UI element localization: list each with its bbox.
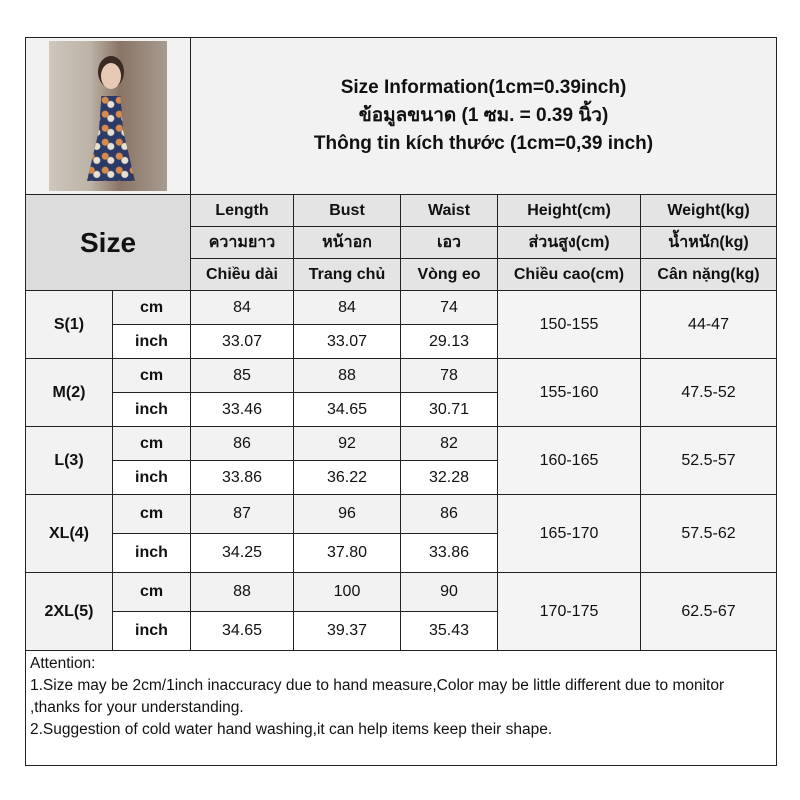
column-header: หน้าอก (293, 226, 401, 259)
size-label: 2XL(5) (25, 572, 113, 651)
weight-range: 52.5-57 (639, 426, 778, 495)
unit-inch: inch (112, 533, 191, 573)
size-label: XL(4) (25, 494, 113, 573)
height-range: 150-155 (497, 290, 641, 359)
product-photo (49, 41, 167, 191)
inch-value: 33.07 (190, 324, 294, 359)
column-header: Length (190, 194, 294, 227)
table-row: XL(4) cm 87 96 86 165-170 57.5-62 (25, 494, 778, 573)
cm-value: 96 (293, 494, 401, 534)
attention-line2: 2.Suggestion of cold water hand washing,… (30, 721, 553, 738)
cm-value: 92 (293, 426, 401, 461)
height-range: 170-175 (497, 572, 641, 651)
table-row: inch 33.86 36.22 32.28 (26, 460, 777, 495)
inch-value: 35.43 (400, 611, 498, 651)
height-range: 155-160 (497, 358, 641, 427)
header-row-th: ความยาว หน้าอก เอว ส่วนสูง(cm) น้ำหนัก(kg) (26, 226, 778, 259)
table-row: inch 33.07 33.07 29.13 (26, 324, 777, 359)
header-row-en: Size Length Bust Waist Height(cm) Weight(kg) (25, 194, 778, 291)
inch-value: 29.13 (400, 324, 498, 359)
size-label: S(1) (25, 290, 113, 359)
inch-value: 34.65 (190, 611, 294, 651)
table-row: inch 34.65 39.37 35.43 (26, 611, 777, 651)
size-label: M(2) (25, 358, 113, 427)
attention-heading: Attention: (30, 655, 96, 672)
cm-value: 90 (400, 572, 498, 612)
product-photo-cell (25, 37, 191, 195)
column-header: Waist (400, 194, 498, 227)
table-row: inch 34.25 37.80 33.86 (26, 533, 777, 573)
size-header: Size (25, 194, 191, 291)
inch-value: 36.22 (293, 460, 401, 495)
cm-value: 78 (400, 358, 498, 393)
unit-inch: inch (112, 392, 191, 427)
cm-value: 88 (190, 572, 294, 612)
column-header: เอว (400, 226, 498, 259)
inch-value: 32.28 (400, 460, 498, 495)
weight-range: 57.5-62 (639, 494, 778, 573)
weight-range: 62.5-67 (639, 572, 778, 651)
unit-cm: cm (112, 494, 191, 534)
table-row: S(1) cm 84 84 74 150-155 44-47 (25, 290, 778, 359)
title-en: Size Information(1cm=0.39inch) (340, 77, 627, 98)
unit-cm: cm (112, 358, 191, 393)
unit-inch: inch (112, 460, 191, 495)
size-label: L(3) (25, 426, 113, 495)
inch-value: 33.86 (400, 533, 498, 573)
title-vi: Thông tin kích thước (1cm=0,39 inch) (313, 133, 654, 154)
cm-value: 86 (190, 426, 294, 461)
weight-range: 44-47 (639, 290, 778, 359)
column-header: น้ำหนัก(kg) (639, 226, 778, 259)
column-header: Chiều dài (190, 258, 294, 291)
unit-cm: cm (112, 290, 191, 325)
column-header: ส่วนสูง(cm) (497, 226, 641, 259)
table-row: 2XL(5) cm 88 100 90 170-175 62.5-67 (25, 572, 778, 651)
column-header: Cân nặng(kg) (639, 258, 778, 291)
column-header: Weight(kg) (639, 194, 778, 227)
cm-value: 74 (400, 290, 498, 325)
cm-value: 86 (400, 494, 498, 534)
height-range: 165-170 (497, 494, 641, 573)
unit-cm: cm (112, 572, 191, 612)
cm-value: 85 (190, 358, 294, 393)
unit-inch: inch (112, 611, 191, 651)
column-header: Bust (293, 194, 401, 227)
table-row: M(2) cm 85 88 78 155-160 47.5-52 (25, 358, 778, 427)
weight-range: 47.5-52 (639, 358, 778, 427)
attention-notes: Attention: 1.Size may be 2cm/1inch inaccu… (24, 650, 778, 766)
height-range: 160-165 (497, 426, 641, 495)
title-th: ข้อมูลขนาด (1 ซม. = 0.39 นิ้ว) (358, 105, 609, 126)
cm-value: 84 (293, 290, 401, 325)
title-cell: Size Information(1cm=0.39inch) ข้อมูลขนา… (189, 37, 778, 195)
inch-value: 34.65 (293, 392, 401, 427)
column-header: Vòng eo (400, 258, 498, 291)
cm-value: 100 (293, 572, 401, 612)
unit-inch: inch (112, 324, 191, 359)
cm-value: 88 (293, 358, 401, 393)
size-chart-table: Size Information(1cm=0.39inch) ข้อมูลขนา… (24, 37, 778, 766)
inch-value: 33.46 (190, 392, 294, 427)
inch-value: 39.37 (293, 611, 401, 651)
inch-value: 34.25 (190, 533, 294, 573)
attention-line1: 1.Size may be 2cm/1inch inaccuracy due t… (30, 677, 725, 716)
cm-value: 87 (190, 494, 294, 534)
column-header: Trang chủ (293, 258, 401, 291)
column-header: Height(cm) (497, 194, 641, 227)
table-row: L(3) cm 86 92 82 160-165 52.5-57 (25, 426, 778, 495)
inch-value: 33.07 (293, 324, 401, 359)
inch-value: 37.80 (293, 533, 401, 573)
cm-value: 84 (190, 290, 294, 325)
cm-value: 82 (400, 426, 498, 461)
inch-value: 30.71 (400, 392, 498, 427)
header-row-vi: Chiều dài Trang chủ Vòng eo Chiều cao(cm) Câ… (26, 258, 778, 291)
inch-value: 33.86 (190, 460, 294, 495)
column-header: ความยาว (190, 226, 294, 259)
unit-cm: cm (112, 426, 191, 461)
column-header: Chiều cao(cm) (497, 258, 641, 291)
